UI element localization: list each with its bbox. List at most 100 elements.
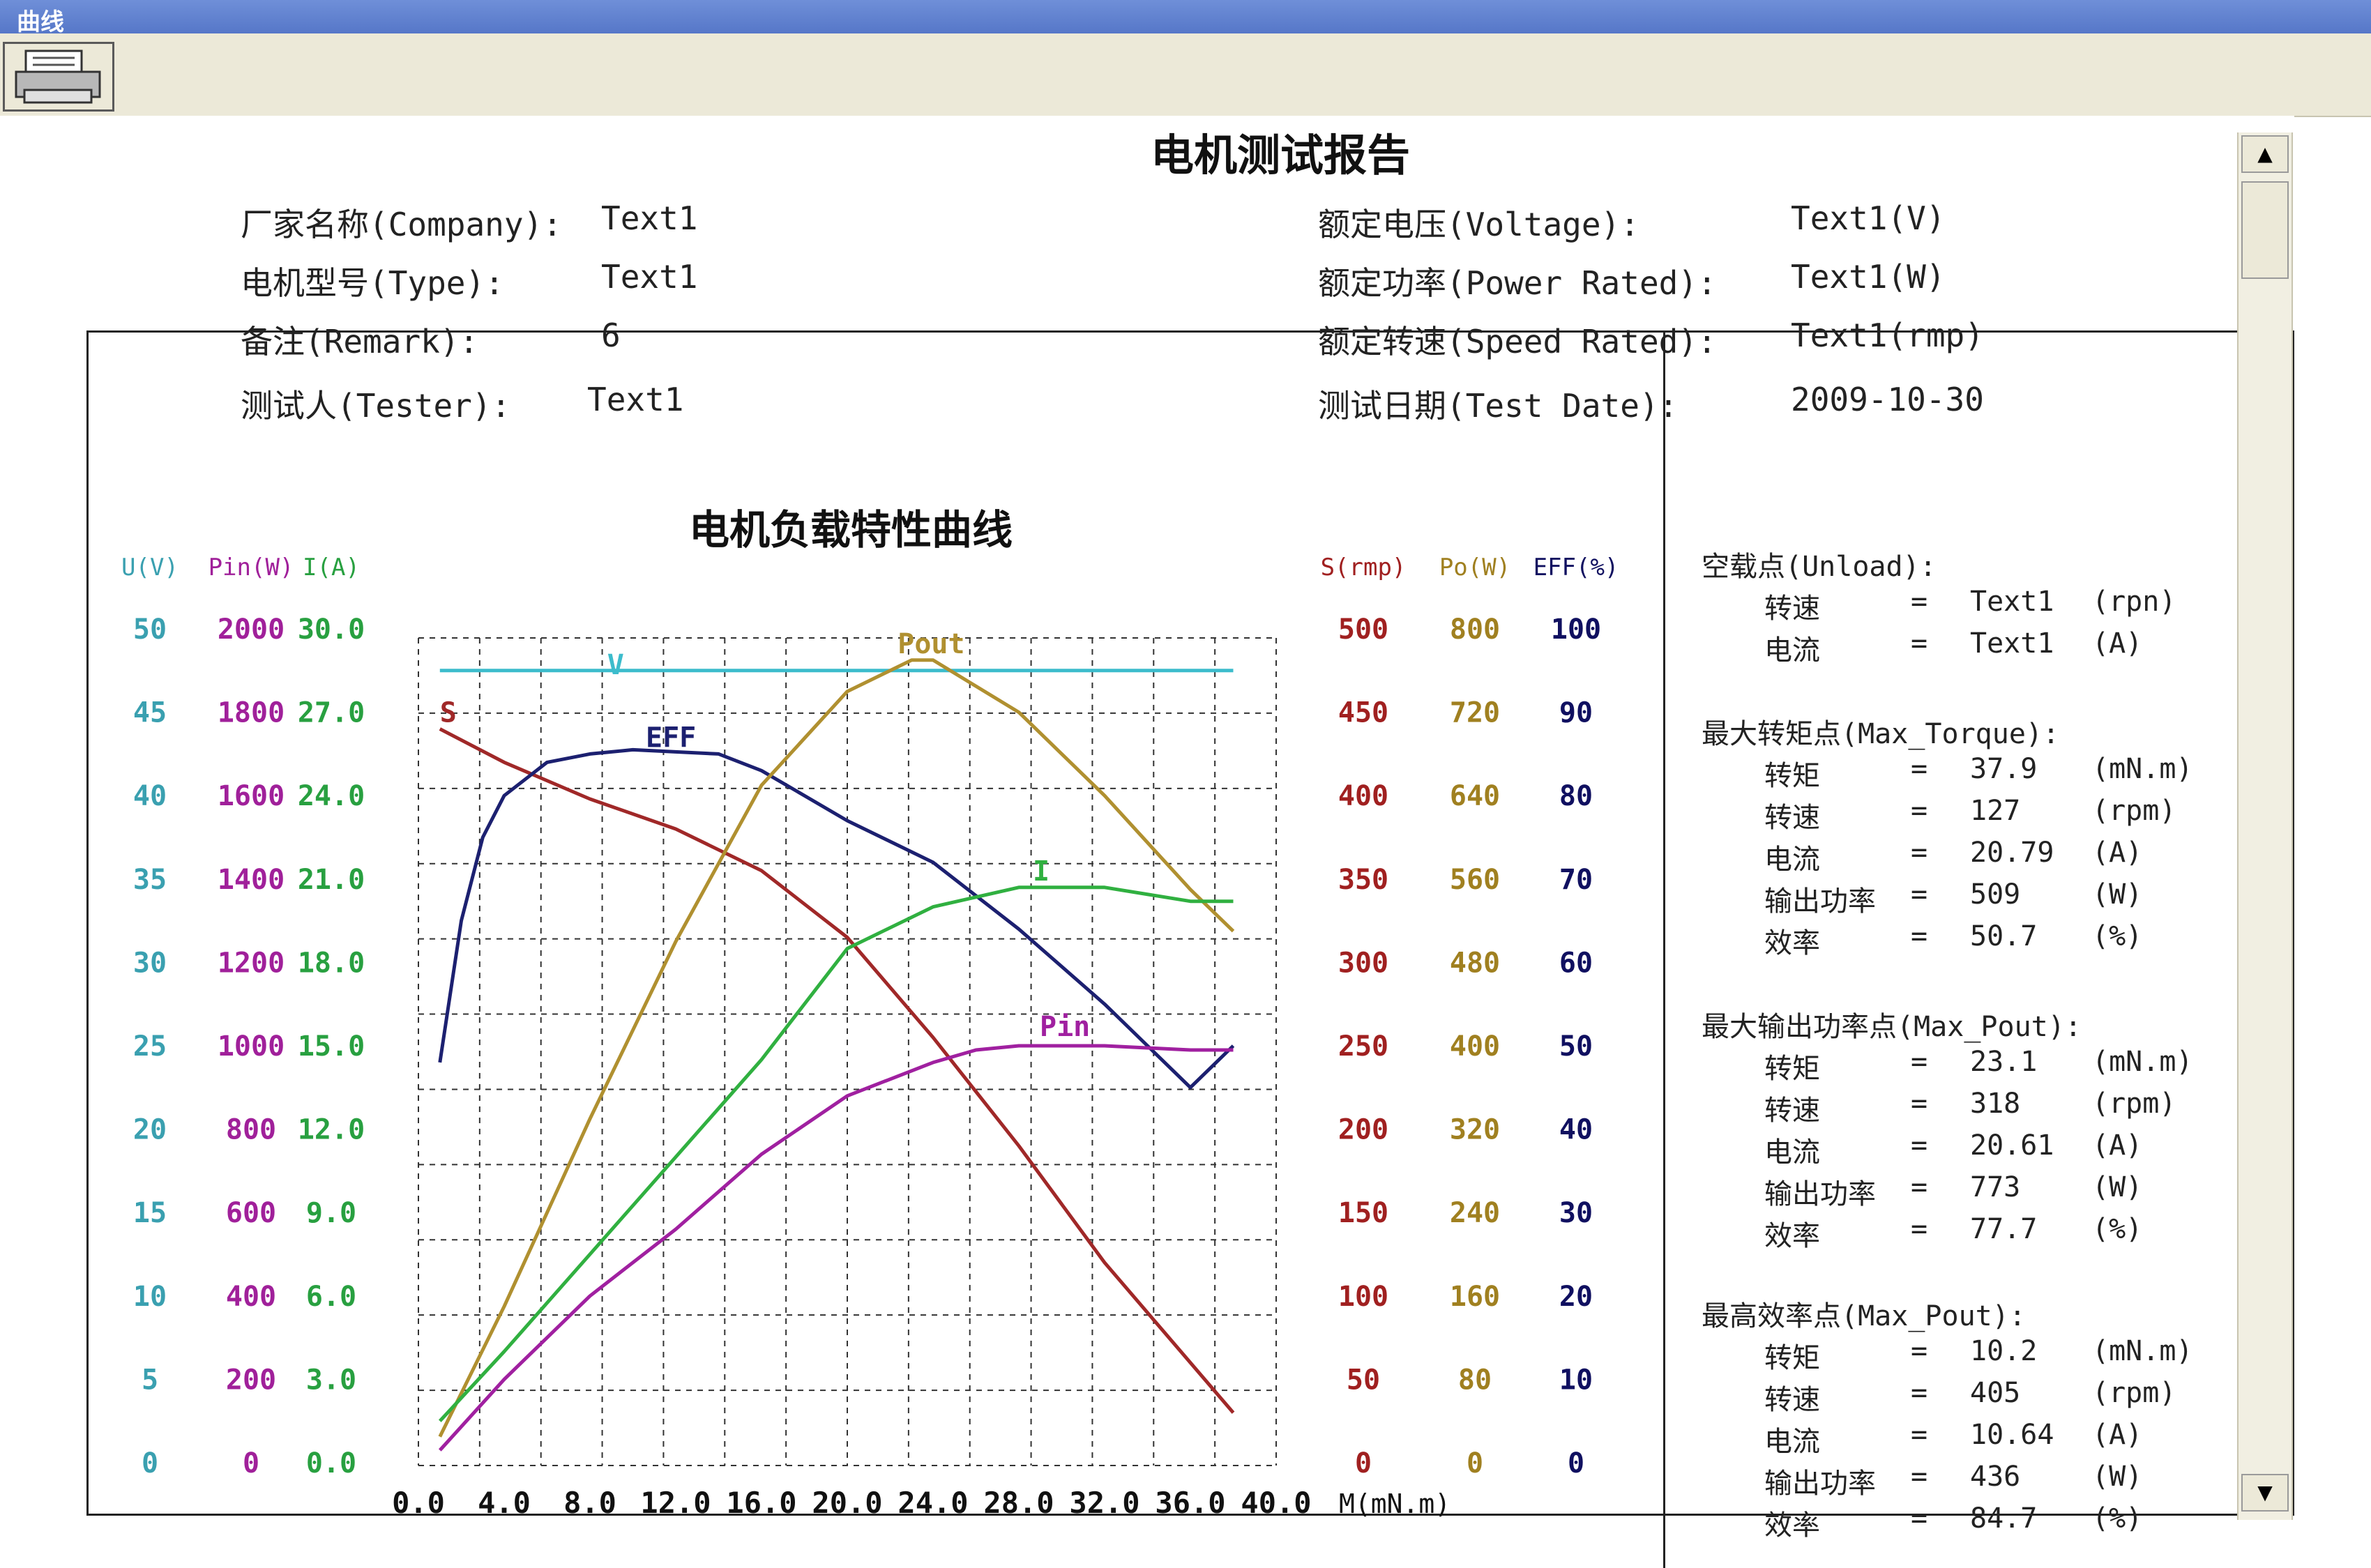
- panel-row-unit: (%): [2092, 1213, 2143, 1245]
- company-label: 厂家名称(Company):: [241, 206, 562, 243]
- panel-row-unit: (rpm): [2092, 795, 2176, 827]
- panel-row-equals: =: [1911, 1046, 1928, 1078]
- panel-row-unit: (W): [2092, 1171, 2143, 1203]
- right-axis-tick: 300: [1338, 947, 1388, 979]
- left-axis-tick: 1000: [218, 1030, 285, 1063]
- type-label: 电机型号(Type):: [241, 264, 504, 302]
- panel-row-equals: =: [1911, 1502, 1928, 1535]
- vertical-scrollbar[interactable]: ▲ ▼: [2237, 132, 2293, 1520]
- panel-row-unit: (mN.m): [2092, 1046, 2193, 1078]
- right-axis-tick: 400: [1450, 1030, 1500, 1063]
- panel-row-equals: =: [1911, 920, 1928, 952]
- right-axis-tick: 320: [1450, 1114, 1500, 1146]
- panel-row-value: 10.2: [1970, 1335, 2038, 1367]
- type-value: Text1: [601, 258, 698, 296]
- panel-row-value: 20.79: [1970, 837, 2054, 869]
- right-axis-tick: 150: [1338, 1197, 1388, 1229]
- x-axis-tick: 16.0: [726, 1486, 796, 1520]
- series-line-s: [439, 727, 1235, 1414]
- left-axis-tick: 200: [226, 1364, 276, 1396]
- panel-row-key: 转速: [1764, 1095, 1820, 1127]
- voltage-label: 额定电压(Voltage):: [1318, 206, 1639, 243]
- load-characteristic-chart: 电机负载特性曲线U(V)50454035302520151050Pin(W)20…: [121, 506, 1619, 1520]
- left-axis-tick: 30: [133, 947, 167, 979]
- print-button[interactable]: [3, 42, 114, 112]
- panel-row-equals: =: [1911, 586, 1928, 618]
- panel-row-key: 电流: [1764, 1136, 1820, 1169]
- panel-row-unit: (mN.m): [2092, 753, 2193, 785]
- panel-row-key: 转速: [1764, 593, 1820, 625]
- panel-row-value: 405: [1970, 1377, 2021, 1409]
- right-axis-tick: 240: [1450, 1197, 1500, 1229]
- series-label-eff: EFF: [646, 722, 696, 754]
- left-axis-tick: 15: [133, 1197, 167, 1229]
- right-axis-tick: 100: [1338, 1281, 1388, 1313]
- panel-row-value: 436: [1970, 1461, 2021, 1493]
- panel-row-equals: =: [1911, 627, 1928, 660]
- panel-row-equals: =: [1911, 1335, 1928, 1367]
- right-axis-tick: 90: [1559, 697, 1593, 729]
- x-axis-tick: 8.0: [563, 1486, 616, 1520]
- right-axis-tick: 40: [1559, 1114, 1593, 1146]
- x-axis-tick: 0.0: [392, 1486, 445, 1520]
- window-title: 曲线: [17, 8, 64, 36]
- panel-row-value: 20.61: [1970, 1129, 2054, 1162]
- panel-row-key: 电流: [1764, 1426, 1820, 1458]
- panel-row-equals: =: [1911, 1419, 1928, 1451]
- panel-row-unit: (rpm): [2092, 1377, 2176, 1409]
- right-axis-tick: 20: [1559, 1281, 1593, 1313]
- panel-row-value: 37.9: [1970, 753, 2038, 785]
- left-axis-tick: 10: [133, 1281, 167, 1313]
- scroll-up-button[interactable]: ▲: [2241, 135, 2289, 173]
- right-axis-tick: 0: [1467, 1447, 1483, 1479]
- right-axis-tick: 450: [1338, 697, 1388, 729]
- tester-label: 测试人(Tester):: [241, 387, 511, 425]
- right-axis-tick: 720: [1450, 697, 1500, 729]
- panel-row-key: 效率: [1764, 1220, 1820, 1252]
- remark-label: 备注(Remark):: [241, 323, 479, 360]
- right-axis-tick: 500: [1338, 614, 1388, 646]
- speed-rated-value: Text1(rmp): [1791, 317, 1984, 354]
- right-axis-tick: 30: [1559, 1197, 1593, 1229]
- speed-rated-label: 额定转速(Speed Rated):: [1318, 323, 1717, 360]
- scroll-up-icon: ▲: [2257, 142, 2273, 165]
- x-axis-tick: 36.0: [1155, 1486, 1225, 1520]
- chart-frame: [86, 330, 2294, 1516]
- panel-row-unit: (A): [2092, 1419, 2143, 1451]
- scroll-down-icon: ▼: [2257, 1481, 2273, 1504]
- left-axis-tick: 9.0: [306, 1197, 356, 1229]
- test-date-label: 测试日期(Test Date):: [1318, 387, 1679, 425]
- panel-row-value: 77.7: [1970, 1213, 2038, 1245]
- panel-row-equals: =: [1911, 1088, 1928, 1120]
- left-axis-tick: 400: [226, 1281, 276, 1313]
- panel-row-value: 127: [1970, 795, 2021, 827]
- company-value: Text1: [601, 199, 698, 237]
- toolbar: [0, 33, 2371, 117]
- right-axis-tick: 60: [1559, 947, 1593, 979]
- panel-row-unit: (W): [2092, 1461, 2143, 1493]
- series-line-i: [438, 885, 1234, 1422]
- panel-row-unit: (rpm): [2092, 1088, 2176, 1120]
- series-label-pout: Pout: [897, 628, 964, 660]
- power-rated-label: 额定功率(Power Rated):: [1318, 264, 1717, 302]
- scroll-down-button[interactable]: ▼: [2241, 1474, 2289, 1512]
- printer-icon: [15, 50, 101, 104]
- scroll-thumb[interactable]: [2241, 181, 2289, 279]
- right-axis-tick: 480: [1450, 947, 1500, 979]
- left-axis-tick: 600: [226, 1197, 276, 1229]
- panel-row-value: 84.7: [1970, 1502, 2038, 1535]
- panel-row-equals: =: [1911, 795, 1928, 827]
- panel-row-key: 转矩: [1764, 1053, 1820, 1085]
- test-date-value: 2009-10-30: [1791, 381, 1984, 418]
- left-axis-tick: 15.0: [298, 1030, 365, 1063]
- left-axis-tick: 0: [243, 1447, 259, 1479]
- left-axis-tick: 20: [133, 1114, 167, 1146]
- panel-row-equals: =: [1911, 753, 1928, 785]
- panel-row-unit: (A): [2092, 627, 2143, 660]
- right-axis-tick: 10: [1559, 1364, 1593, 1396]
- remark-value: 6: [601, 317, 621, 354]
- panel-row-unit: (A): [2092, 837, 2143, 869]
- right-axis-tick: 80: [1559, 780, 1593, 812]
- x-axis-tick: 28.0: [983, 1486, 1054, 1520]
- panel-row-key: 电流: [1764, 844, 1820, 876]
